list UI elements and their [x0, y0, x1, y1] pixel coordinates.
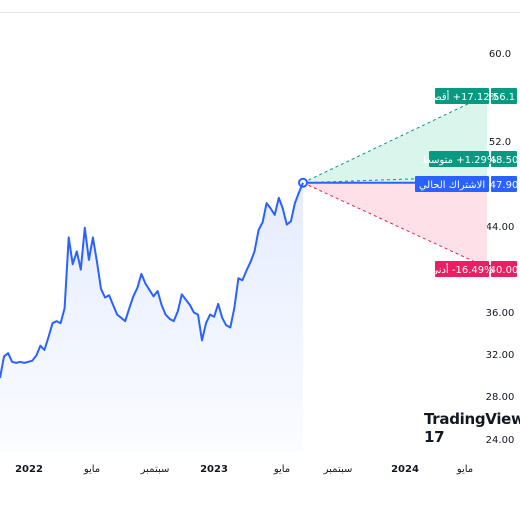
average-label-text: ‎+1.29% متوسط [422, 155, 497, 166]
price-area [0, 182, 303, 452]
y-tick-label: 32.00 [486, 350, 515, 361]
forecast-labels: 56.1‎+17.12% أقصى 48.50‎+1.29% متوسط 47.90… [415, 88, 518, 277]
y-tick-label: 60.0 [489, 49, 511, 60]
high-forecast-line [302, 94, 488, 184]
x-tick-label: 2023 [200, 464, 228, 475]
x-tick-label: سبتمبر [140, 464, 170, 475]
high-value-badge [491, 88, 517, 104]
y-tick-label: 52.0 [489, 137, 511, 148]
tradingview-watermark: TradingView 17 [424, 410, 520, 446]
current-forecast-label: 47.90 الاشتراك الحالي [415, 176, 518, 192]
average-value-text: 48.50 [490, 155, 519, 166]
price-line[interactable] [0, 182, 304, 379]
time-axis[interactable]: 2022 مايو سبتمبر 2023 مايو سبتمبر 2024 مايو [15, 464, 473, 475]
high-label-badge [435, 88, 489, 104]
x-tick-label: مايو [83, 464, 100, 475]
low-forecast-label: 40.00‎-16.49% أدنى [430, 261, 518, 277]
low-value-text: 40.00 [490, 265, 519, 276]
x-tick-label: 2024 [391, 464, 419, 475]
x-tick-label: 2022 [15, 464, 43, 475]
x-tick-label: مايو [273, 464, 290, 475]
x-tick-label: سبتمبر [323, 464, 353, 475]
x-tick-label: مايو [456, 464, 473, 475]
y-tick-label: 24.00 [486, 435, 515, 446]
tradingview-logo-icon: 17 [424, 428, 445, 446]
y-tick-label: 28.00 [486, 392, 515, 403]
average-forecast-line [302, 175, 488, 184]
average-forecast-label: 48.50‎+1.29% متوسط [422, 151, 519, 167]
price-series-line [0, 182, 304, 379]
low-label-text: ‎-16.49% أدنى [430, 263, 493, 276]
high-value-text: 56.1 [493, 92, 515, 103]
high-label-text: ‎+17.12% أقصى [425, 90, 499, 103]
current-value-badge [491, 176, 517, 192]
low-label-badge [435, 261, 489, 277]
price-axis[interactable]: 60.052.048.5044.0040.0036.0032.0028.0024… [486, 49, 515, 446]
current-label-badge [415, 176, 489, 192]
current-value-text: 47.90 [490, 180, 519, 191]
price-area-fill [0, 182, 303, 452]
y-tick-label: 44.00 [486, 222, 515, 233]
low-value-badge [491, 261, 517, 277]
watermark-text: TradingView [424, 410, 520, 428]
current-label-text: الاشتراك الحالي [419, 180, 485, 191]
low-forecast-line [302, 182, 488, 268]
average-value-badge [491, 151, 517, 167]
average-label-badge [429, 151, 489, 167]
high-forecast-label: 56.1‎+17.12% أقصى [425, 88, 517, 104]
y-tick-label: 36.00 [486, 308, 515, 319]
